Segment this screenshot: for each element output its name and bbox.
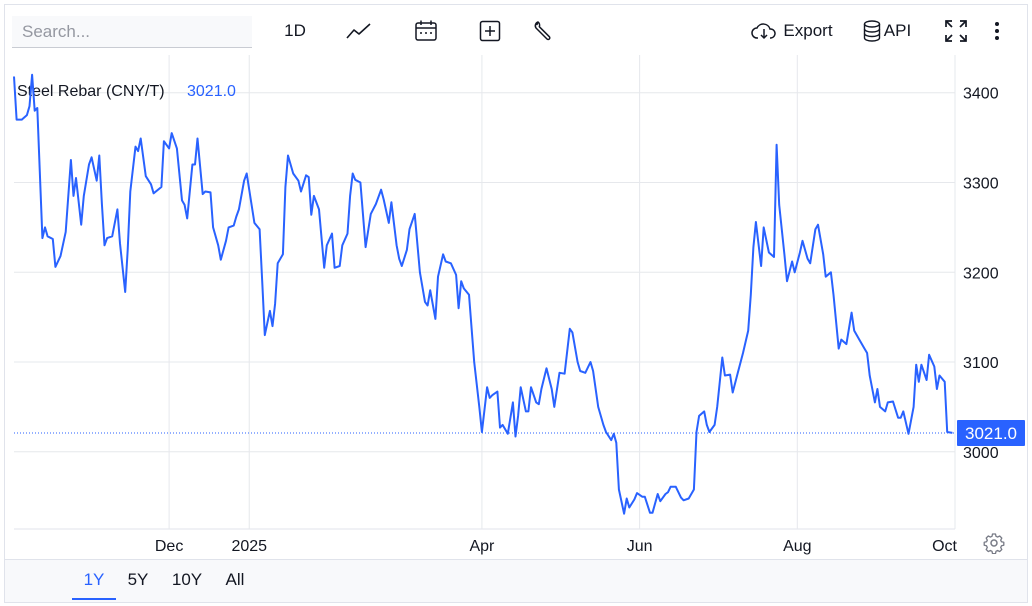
line-chart-icon bbox=[346, 21, 372, 41]
settings-gear-button[interactable] bbox=[983, 532, 1005, 555]
settings-tools-button[interactable] bbox=[527, 15, 561, 47]
interval-button[interactable]: 1D bbox=[277, 15, 313, 47]
compare-date-button[interactable] bbox=[409, 15, 443, 47]
y-tick-label: 3300 bbox=[963, 175, 999, 192]
y-tick-label: 3200 bbox=[963, 265, 999, 282]
gear-icon bbox=[983, 533, 1005, 558]
cloud-download-icon bbox=[751, 21, 777, 41]
series-line bbox=[13, 73, 953, 515]
add-indicator-button[interactable] bbox=[473, 15, 507, 47]
export-button[interactable]: Export bbox=[748, 15, 836, 47]
fullscreen-button[interactable] bbox=[941, 15, 971, 47]
y-tick-label: 3400 bbox=[963, 86, 999, 103]
range-1y-button[interactable]: 1Y bbox=[72, 560, 116, 600]
range-bar: 1Y 5Y 10Y All bbox=[5, 559, 1027, 602]
last-price-tag-text: 3021.0 bbox=[965, 424, 1017, 443]
add-indicator-icon bbox=[478, 19, 502, 43]
range-5y-button[interactable]: 5Y bbox=[127, 570, 149, 589]
x-tick-label: Jun bbox=[627, 538, 653, 555]
more-vertical-icon bbox=[994, 21, 1000, 41]
range-10y-button[interactable]: 10Y bbox=[171, 570, 203, 589]
x-tick-label: Apr bbox=[469, 538, 495, 555]
chart-type-button[interactable] bbox=[342, 15, 376, 47]
y-tick-label: 3000 bbox=[963, 445, 999, 462]
interval-label: 1D bbox=[284, 21, 306, 40]
fullscreen-icon bbox=[944, 19, 968, 43]
y-tick-label: 3100 bbox=[963, 355, 999, 372]
x-tick-label: Oct bbox=[932, 538, 957, 555]
api-button[interactable]: API bbox=[857, 15, 917, 47]
more-menu-button[interactable] bbox=[985, 15, 1009, 47]
title-last-value: 3021.0 bbox=[187, 83, 236, 100]
api-label: API bbox=[883, 21, 912, 40]
x-tick-label: 2025 bbox=[231, 538, 267, 555]
last-price-tag: 3021.0 bbox=[957, 419, 1025, 446]
chart-widget: 1D Export bbox=[4, 4, 1028, 603]
x-tick-label: Dec bbox=[155, 538, 183, 555]
wrench-icon bbox=[533, 20, 555, 42]
database-icon bbox=[863, 20, 881, 42]
chart-toolbar: 1D Export bbox=[5, 5, 1027, 55]
export-label: Export bbox=[783, 21, 833, 40]
price-chart[interactable]: Dec 2025 Apr Jun Aug Oct 3000 3100 3200 3300 3400… bbox=[5, 5, 1027, 560]
range-all-button[interactable]: All bbox=[225, 570, 245, 589]
search-input[interactable] bbox=[12, 16, 252, 48]
x-tick-label: Aug bbox=[783, 538, 811, 555]
chart-title: Steel Rebar (CNY/T) bbox=[17, 83, 165, 100]
calendar-icon bbox=[414, 19, 438, 43]
